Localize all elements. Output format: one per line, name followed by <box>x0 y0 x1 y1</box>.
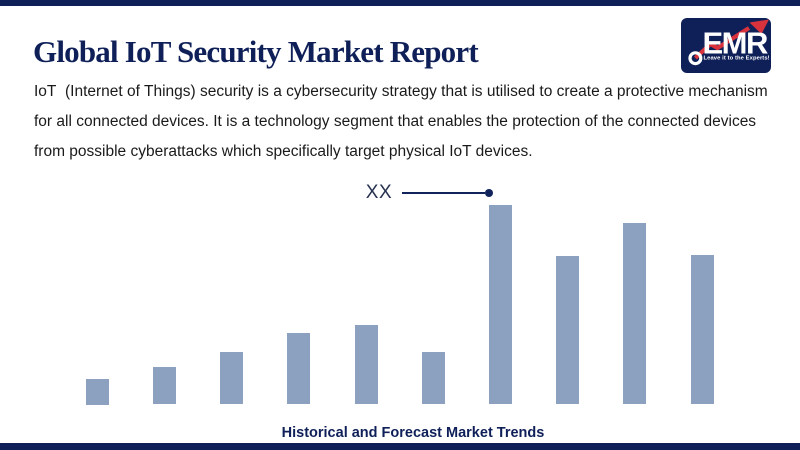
svg-text:Leave it to the Experts!: Leave it to the Experts! <box>704 56 770 62</box>
svg-text:EMR: EMR <box>703 26 769 61</box>
